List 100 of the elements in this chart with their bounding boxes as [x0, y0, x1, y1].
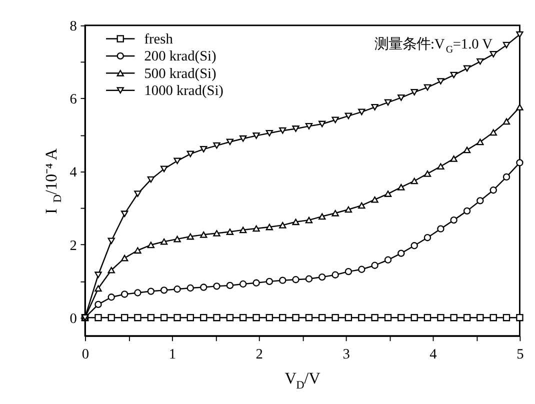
- point: [134, 247, 142, 254]
- point: [108, 266, 115, 274]
- point: [358, 266, 366, 273]
- point: [476, 314, 484, 322]
- x-tick-label: 4: [430, 346, 437, 362]
- x-tick-label: 2: [256, 346, 263, 362]
- point: [160, 238, 168, 245]
- point: [120, 210, 128, 218]
- y-tick-label: 4: [70, 164, 77, 181]
- point: [398, 184, 405, 190]
- point: [516, 159, 524, 166]
- point: [437, 314, 444, 322]
- point: [502, 173, 510, 181]
- point: [410, 314, 418, 322]
- point: [516, 104, 524, 110]
- point: [463, 146, 471, 154]
- point: [490, 186, 497, 194]
- point: [318, 120, 326, 128]
- point: [463, 207, 471, 215]
- point: [384, 314, 392, 322]
- point: [450, 216, 458, 224]
- point: [252, 279, 260, 286]
- point: [424, 170, 432, 177]
- point: [450, 72, 458, 78]
- point: [186, 150, 194, 158]
- point: [384, 99, 392, 106]
- point: [213, 314, 220, 322]
- point: [410, 178, 418, 184]
- point: [120, 290, 128, 298]
- point: [239, 135, 247, 142]
- point: [94, 314, 102, 322]
- point: [305, 216, 313, 224]
- point: [332, 116, 339, 124]
- point: [398, 250, 405, 257]
- point: [120, 314, 128, 322]
- point: [437, 78, 444, 84]
- point: [213, 282, 220, 290]
- point: [410, 242, 418, 250]
- point: [332, 271, 339, 278]
- point: [279, 222, 286, 228]
- point: [344, 314, 352, 322]
- point: [371, 104, 378, 110]
- point: [292, 276, 300, 284]
- point: [94, 285, 102, 292]
- point: [186, 233, 194, 240]
- point: [200, 146, 208, 152]
- point: [358, 202, 366, 209]
- point: [476, 138, 484, 146]
- point: [476, 58, 484, 65]
- point: [160, 286, 168, 294]
- point: [226, 282, 234, 290]
- point: [450, 156, 458, 162]
- point: [147, 288, 155, 295]
- point: [463, 65, 471, 72]
- point: [94, 300, 102, 308]
- point: [384, 190, 392, 197]
- point: [318, 314, 326, 322]
- point: [502, 42, 510, 48]
- point: [398, 94, 405, 101]
- point: [279, 314, 286, 322]
- point: [252, 314, 260, 322]
- y-tick-label: 8: [70, 18, 77, 35]
- point: [424, 314, 432, 322]
- point: [490, 129, 497, 136]
- point: [292, 218, 300, 226]
- point: [344, 268, 352, 276]
- point: [358, 314, 366, 322]
- point: [200, 284, 208, 291]
- point: [410, 89, 418, 96]
- point: [318, 273, 326, 281]
- point: [174, 286, 181, 293]
- y-tick-label: 6: [70, 92, 77, 108]
- legend-label: 500 krad(Si): [144, 66, 217, 82]
- point: [108, 238, 115, 244]
- point: [502, 118, 510, 125]
- point: [305, 314, 313, 322]
- y-tick-label: 2: [70, 238, 77, 254]
- point: [200, 314, 208, 322]
- point: [516, 31, 524, 38]
- legend-label: 200 krad(Si): [144, 48, 217, 65]
- point: [239, 280, 247, 288]
- point: [450, 314, 458, 322]
- point: [239, 226, 247, 234]
- point: [292, 314, 300, 322]
- point: [266, 224, 274, 230]
- point: [371, 314, 378, 322]
- point: [463, 314, 471, 322]
- y-tick-label: 0: [70, 310, 77, 327]
- point: [490, 314, 497, 322]
- point: [332, 210, 339, 216]
- point: [305, 275, 313, 282]
- point: [318, 213, 326, 220]
- x-tick-label: 5: [516, 346, 524, 362]
- point: [108, 294, 115, 301]
- x-tick-label: 3: [342, 346, 350, 362]
- point: [398, 314, 405, 322]
- point: [147, 242, 155, 248]
- point: [226, 314, 234, 322]
- point: [134, 314, 142, 322]
- point: [239, 314, 247, 322]
